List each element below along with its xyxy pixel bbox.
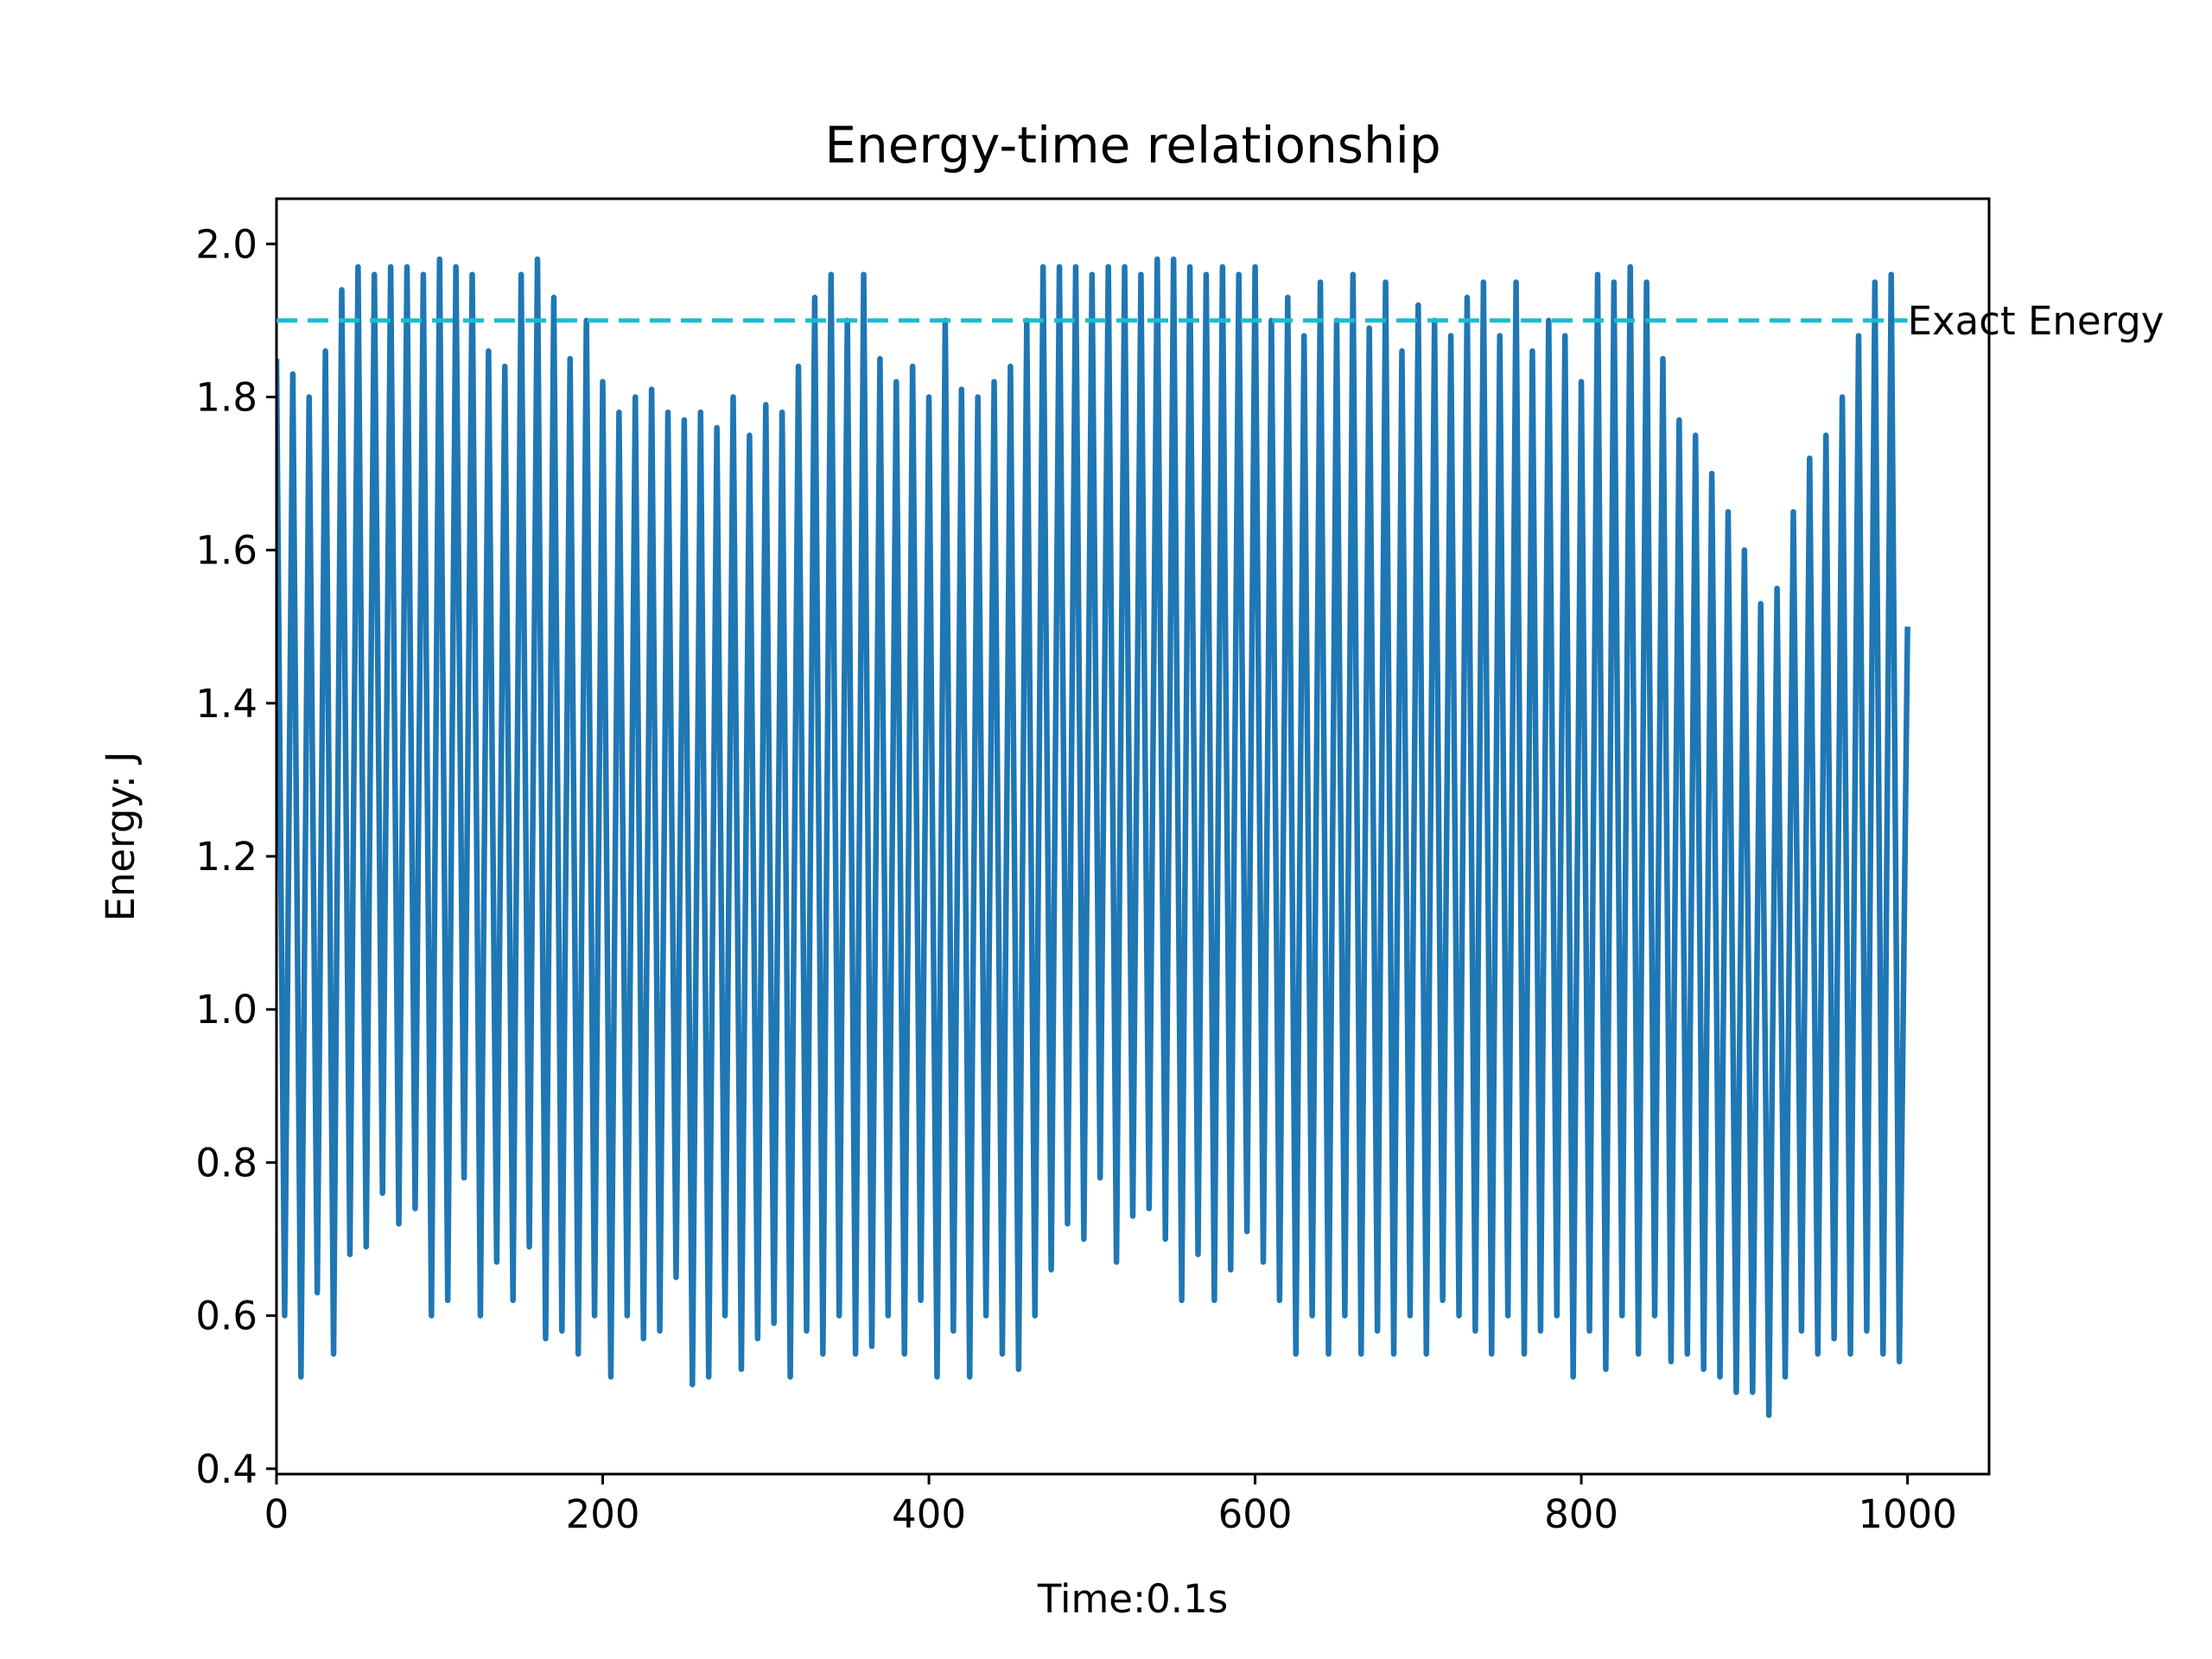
y-tick-label: 0.6 (195, 1294, 257, 1339)
y-tick-label: 2.0 (195, 221, 257, 267)
y-tick-label: 1.8 (195, 374, 257, 420)
y-tick-label: 0.8 (195, 1140, 257, 1185)
chart-title: Energy-time relationship (824, 116, 1440, 175)
x-axis-label: Time:0.1s (1037, 1576, 1228, 1622)
plot-area (276, 256, 1910, 1419)
x-tick-label: 200 (566, 1491, 640, 1537)
y-tick-label: 0.4 (195, 1446, 257, 1492)
y-tick-label: 1.6 (195, 528, 257, 574)
annotation: Exact Energy (1908, 298, 2164, 344)
y-tick-label: 1.4 (195, 681, 257, 727)
x-tick-label: 0 (264, 1491, 289, 1537)
axes-frame (275, 197, 1991, 1476)
y-axis-label: Energy: J (98, 751, 143, 921)
y-tick-label: 1.0 (195, 987, 257, 1033)
x-tick-label: 600 (1218, 1491, 1293, 1537)
x-tick-label: 400 (892, 1491, 966, 1537)
x-tick-label: 1000 (1858, 1491, 1957, 1537)
y-tick-label: 1.2 (195, 834, 257, 880)
data-line (276, 256, 1910, 1419)
x-tick-label: 800 (1544, 1491, 1618, 1537)
